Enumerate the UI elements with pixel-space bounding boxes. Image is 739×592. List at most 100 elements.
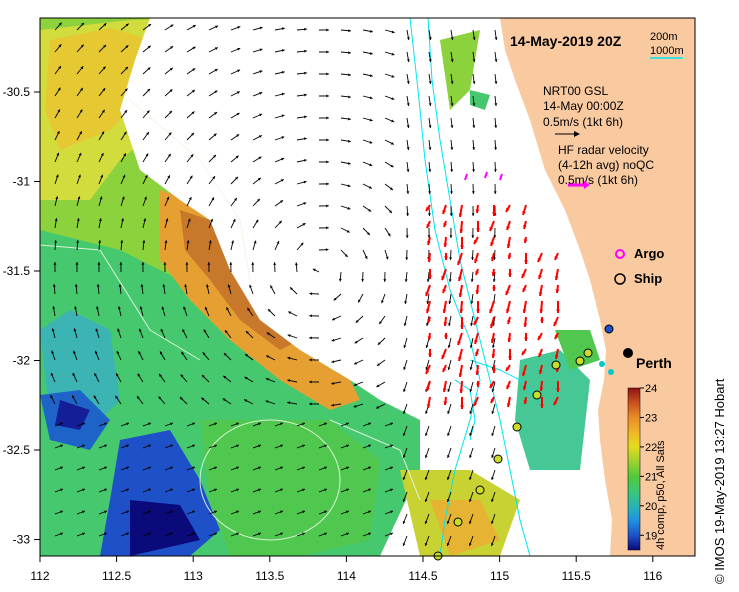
model-legend-arrow [555,131,580,137]
model-arrow-head [326,138,329,142]
model-arrow-head [402,521,406,524]
model-arrow-head [74,306,78,310]
model-arrow-head [493,191,497,194]
perth-marker [623,348,633,358]
model-arrow-head [494,125,498,128]
radar-arrow-head [539,387,544,391]
model-arrow-head [425,411,428,414]
model-arrow-head [82,488,85,492]
model-arrow-head [82,532,85,536]
model-arrow-head [346,488,349,492]
model-arrow-head [492,345,495,348]
model-arrow-head [402,543,406,546]
model-arrow-head [214,532,217,536]
model-arrow-head [147,67,151,71]
model-arrow-head [402,499,406,502]
model-arrow-head [52,306,56,310]
radar-arrow-head [476,383,480,387]
model-arrow-head [236,422,239,426]
model-arrow-head [212,176,216,180]
model-arrow-head [82,422,85,426]
model-arrow-head [213,154,216,158]
model-arrow-head [244,399,248,403]
radar-arrow-head [425,370,430,374]
model-arrow-head [391,74,395,78]
model-arrow-head [387,233,391,237]
radar-arrow-head [538,275,542,279]
model-arrow-head [192,68,196,72]
model-arrow-head [122,174,126,178]
model-arrow-head [390,164,394,168]
model-arrow-head [276,241,280,245]
model-arrow-head [259,92,263,95]
model-arrow-head [214,112,218,115]
model-arrow-head [104,488,107,492]
model-arrow-head [302,223,306,226]
model-arrow-head [167,175,170,179]
model-arrow-head [280,466,283,470]
ship-track [433,348,593,561]
model-arrow-head [346,444,349,448]
colorbar-tick-label: 24 [645,383,657,395]
model-arrow-head [258,532,261,536]
model-arrow-head [280,422,283,426]
model-arrow-head [281,70,285,74]
sst-field [40,18,600,556]
colorbar-ticks: 19 20 21 22 23 24 [640,383,657,542]
model-arrow-head [81,22,85,26]
model-arrow-head [73,328,77,332]
model-arrow-head [163,262,167,265]
model-arrow-head [403,411,406,414]
radar-arrow-head [425,292,430,296]
colorbar-tick-label: 22 [645,442,657,454]
radar-arrow-head [476,309,480,313]
model-arrow-head [123,131,127,135]
model-arrow-head [60,510,63,514]
model-arrow-head [192,466,195,470]
model-arrow-head [236,444,239,448]
radar-arrow-head [521,274,526,278]
radar-arrow-head [490,324,494,328]
model-arrow-head [303,137,307,141]
model-arrow-head [57,87,61,91]
model-arrow-head [192,532,195,536]
radar-arrow-head [492,287,496,291]
model-arrow-head [126,444,129,448]
radar-arrow-head [505,309,510,313]
radar-arrow-head [428,275,432,279]
model-arrow-head [180,374,184,378]
model-arrow-head [94,350,98,354]
model-arrow-head [187,218,191,222]
model-arrow-head [404,301,408,304]
model-arrow-head [468,543,472,546]
model-arrow-head [358,299,361,303]
model-arrow-head [471,213,475,216]
model-arrow-head [493,235,497,238]
model-arrow-head [214,69,218,72]
radar-arrow-head [443,322,448,326]
model-arrow-head [257,177,261,181]
radar-arrow-head [476,228,480,232]
model-arrow-head [80,66,84,70]
model-arrow-head [213,133,217,137]
model-arrow-head [51,350,55,354]
model-arrow-head [234,197,237,201]
model-arrow-head [368,444,371,448]
model-arrow-head [302,488,305,492]
model-arrow-head [164,240,168,243]
radar-legend-name: HF radar velocity [558,143,649,157]
model-arrow-head [389,210,392,214]
model-arrow-head [235,176,238,180]
model-arrow-head [493,169,497,172]
radar-arrow-head [442,289,447,293]
radar-arrow-head [458,213,463,217]
model-arrow-head [185,262,189,265]
model-arrow-head [181,351,185,355]
model-arrow-head [258,422,261,426]
model-arrow-head [236,466,239,470]
model-legend-scale: 0.5m/s (1kt 6h) [543,115,623,129]
model-arrow-head [361,279,365,282]
radar-arrow-head [475,209,480,213]
model-arrow-head [251,262,255,265]
model-arrow-head [448,323,451,326]
